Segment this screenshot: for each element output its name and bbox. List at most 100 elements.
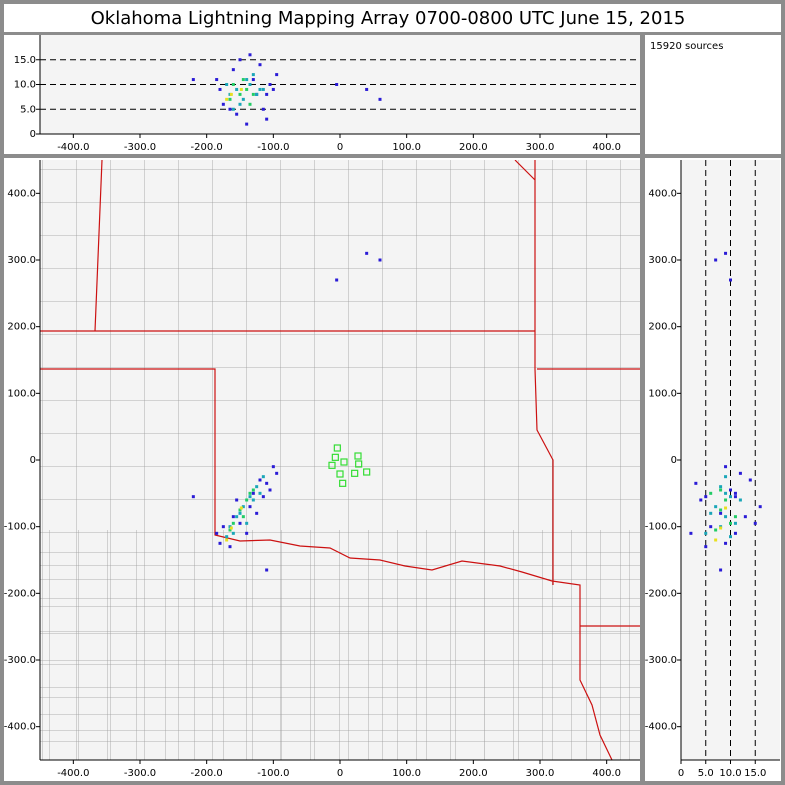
lightning-source	[265, 568, 269, 572]
panel: -400.0 -300.0 -200.0 -100.0 0 100.0 200.0 300.0…	[14, 35, 640, 153]
lightning-source	[229, 92, 233, 96]
y-tick-label: 200.0	[648, 322, 677, 333]
state-borders	[40, 160, 640, 760]
station	[339, 479, 347, 487]
data-layer	[689, 251, 762, 572]
lightning-source	[258, 491, 262, 495]
lightning-source	[241, 78, 245, 82]
lightning-source	[235, 498, 239, 502]
lightning-source	[704, 545, 708, 549]
lightning-source	[251, 498, 255, 502]
lightning-source	[235, 87, 239, 91]
x-tick-label: 300.0	[526, 768, 555, 779]
y-tick-label: 400.0	[648, 188, 677, 199]
lightning-source	[261, 107, 265, 111]
lightning-source	[719, 526, 723, 530]
y-tick-label: 300.0	[648, 255, 677, 266]
lightning-source	[218, 541, 222, 545]
lightning-source	[258, 63, 262, 67]
lightning-source	[719, 488, 723, 492]
county-lines	[40, 530, 640, 760]
y-tick-label: -200.0	[4, 588, 36, 599]
lightning-source	[251, 488, 255, 492]
y-tick-label: 0	[30, 455, 36, 466]
y-tick-label: 10.0	[14, 80, 36, 91]
lightning-source	[365, 251, 369, 255]
y-tick-label: -200.0	[645, 588, 677, 599]
lightning-source	[268, 488, 272, 492]
x-tick-label: 400.0	[592, 768, 621, 779]
lightning-source	[238, 521, 242, 525]
lightning-source	[231, 83, 235, 86]
x-tick-label: -200.0	[191, 768, 223, 779]
lightning-source	[724, 541, 728, 545]
x-tick-label: 0	[337, 768, 343, 779]
lightning-source	[238, 58, 242, 62]
y-tick-label: -400.0	[4, 722, 36, 733]
lightning-source	[228, 528, 232, 532]
lightning-source	[228, 97, 232, 101]
lightning-source	[689, 531, 693, 535]
lightning-source	[714, 528, 718, 532]
lightning-source	[729, 521, 732, 525]
lightning-source	[228, 545, 232, 549]
station	[354, 452, 362, 460]
x-tick-label: -300.0	[124, 142, 156, 153]
lightning-source	[724, 498, 728, 502]
lightning-source	[221, 102, 225, 106]
lightning-source	[275, 471, 279, 475]
lightning-source	[229, 526, 233, 530]
y-tick-label: 0	[671, 455, 677, 466]
lightning-source	[218, 87, 222, 91]
lightning-source	[729, 535, 732, 539]
lightning-source	[709, 491, 713, 495]
lightning-source	[191, 78, 195, 82]
lightning-source	[378, 258, 382, 262]
lightning-source	[245, 87, 249, 91]
lightning-source	[258, 87, 262, 91]
station	[328, 461, 336, 469]
lightning-source	[724, 506, 728, 510]
x-tick-label: 300.0	[526, 142, 555, 153]
lightning-source	[743, 515, 747, 519]
lightning-source	[733, 515, 737, 519]
station	[333, 444, 341, 452]
lightning-source	[241, 515, 245, 519]
lightning-source	[261, 87, 265, 91]
y-tick-label: -100.0	[645, 522, 677, 533]
x-tick-label: 200.0	[459, 142, 488, 153]
lightning-source	[265, 481, 269, 485]
panel: 0 5.0 10.0 15.0 -400.0 -300.0 -200.0 -100.0 0 100…	[645, 160, 780, 779]
lightning-source	[215, 78, 219, 82]
lightning-source	[221, 525, 225, 529]
y-tick-label: -300.0	[645, 655, 677, 666]
y-tick-label: 400.0	[7, 188, 36, 199]
x-tick-label: -100.0	[257, 142, 289, 153]
lightning-source	[245, 122, 249, 126]
x-tick-label: -400.0	[57, 142, 89, 153]
lightning-source	[265, 92, 269, 96]
x-tick-label: 10.0	[719, 768, 741, 779]
lightning-source	[714, 505, 718, 509]
station	[331, 453, 339, 461]
lightning-source	[709, 511, 713, 515]
y-tick-label: -400.0	[645, 722, 677, 733]
lightning-source	[724, 515, 728, 519]
lightning-source	[255, 511, 259, 515]
lightning-source	[231, 521, 235, 525]
lightning-source	[261, 495, 265, 499]
lightning-source	[261, 475, 265, 479]
lightning-source	[748, 478, 752, 482]
lightning-source	[729, 488, 732, 492]
x-tick-label: -100.0	[257, 768, 289, 779]
lightning-source	[268, 83, 272, 86]
lightning-source	[719, 568, 723, 572]
y-tick-label: 15.0	[14, 55, 36, 66]
lightning-source	[255, 485, 259, 489]
map-layers	[40, 160, 640, 760]
x-tick-label: 400.0	[592, 142, 621, 153]
lightning-source	[724, 475, 728, 479]
lightning-source	[699, 498, 703, 502]
data-layer	[191, 251, 382, 572]
